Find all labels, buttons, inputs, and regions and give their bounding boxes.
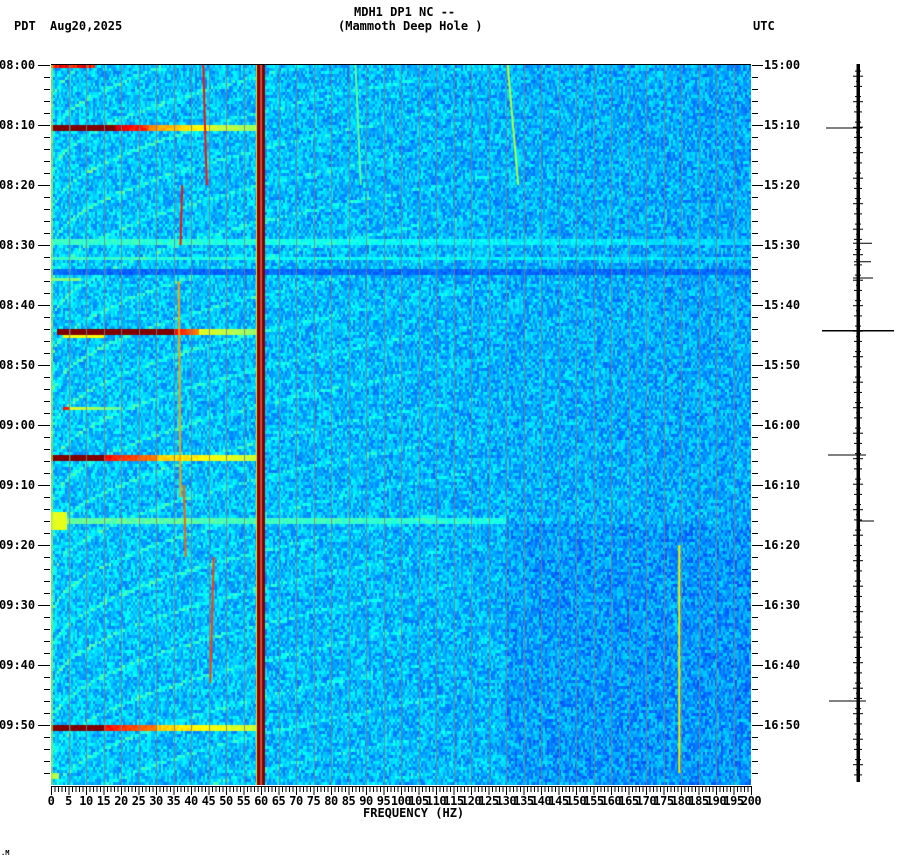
x-tick-label: 175: [653, 794, 674, 808]
right-timezone-label: UTC: [753, 19, 775, 33]
y-tick-right-label: 15:00: [764, 58, 801, 72]
x-tick-label: 70: [289, 794, 303, 808]
y-tick-right-label: 16:10: [764, 478, 801, 492]
y-tick-right-label: 15:40: [764, 298, 801, 312]
x-tick-label: 80: [324, 794, 338, 808]
x-tick-label: 25: [131, 794, 146, 808]
x-tick-label: 40: [184, 794, 198, 808]
station-subtitle: (Mammoth Deep Hole ): [338, 19, 483, 33]
x-tick-label: 45: [201, 794, 216, 808]
x-tick-label: 35: [166, 794, 181, 808]
left-timezone-label: PDT: [14, 19, 36, 33]
y-tick-right-label: 16:50: [764, 718, 801, 732]
x-tick-label: 75: [306, 794, 321, 808]
y-tick-left-label: 09:20: [0, 538, 36, 552]
x-tick-label: 120: [460, 794, 482, 808]
x-tick-label: 185: [688, 794, 709, 808]
y-tick-right-label: 16:40: [764, 658, 801, 672]
x-tick-label: 55: [236, 794, 251, 808]
date-label: Aug20,2025: [50, 19, 123, 33]
y-tick-right-label: 16:20: [764, 538, 801, 552]
x-tick-label: 170: [635, 794, 657, 808]
x-tick-label: 95: [376, 794, 391, 808]
x-tick-label: 60: [254, 794, 268, 808]
x-tick-label: 5: [65, 794, 72, 808]
x-tick-label: 30: [149, 794, 163, 808]
x-tick-label: 65: [271, 794, 286, 808]
x-tick-label: 200: [740, 794, 762, 808]
x-axis-title: FREQUENCY (HZ): [363, 806, 465, 820]
y-tick-left-label: 09:50: [0, 718, 36, 732]
y-tick-left-label: 08:40: [0, 298, 36, 312]
y-tick-right-label: 16:30: [764, 598, 801, 612]
x-tick-label: 130: [495, 794, 517, 808]
y-tick-left-label: 08:00: [0, 58, 36, 72]
x-tick-label: 155: [583, 794, 604, 808]
x-tick-label: 165: [618, 794, 639, 808]
x-tick-label: 180: [670, 794, 692, 808]
y-tick-left-label: 08:30: [0, 238, 36, 252]
y-tick-right-label: 15:20: [764, 178, 801, 192]
y-tick-right-label: 15:30: [764, 238, 801, 252]
x-tick-label: 85: [341, 794, 356, 808]
x-tick-label: 0: [47, 794, 55, 808]
y-tick-right-label: 15:10: [764, 118, 801, 132]
x-tick-label: 110: [425, 794, 447, 808]
x-tick-label: 105: [408, 794, 429, 808]
x-tick-label: 150: [565, 794, 587, 808]
x-tick-label: 190: [705, 794, 727, 808]
x-tick-label: 15: [96, 794, 111, 808]
footer-mark: .M: [1, 849, 10, 857]
x-tick-label: 20: [114, 794, 128, 808]
y-tick-left-label: 08:20: [0, 178, 36, 192]
y-tick-left-label: 09:30: [0, 598, 36, 612]
x-tick-label: 125: [478, 794, 499, 808]
x-tick-label: 195: [723, 794, 744, 808]
x-tick-label: 100: [390, 794, 412, 808]
x-tick-label: 145: [548, 794, 569, 808]
station-title: MDH1 DP1 NC --: [354, 5, 456, 19]
y-tick-left-label: 08:50: [0, 358, 36, 372]
y-tick-right-label: 16:00: [764, 418, 801, 432]
x-tick-label: 160: [600, 794, 622, 808]
y-tick-left-label: 08:10: [0, 118, 36, 132]
x-tick-label: 135: [513, 794, 534, 808]
spectrogram-plot: [51, 65, 751, 785]
x-tick-label: 90: [359, 794, 373, 808]
x-tick-label: 115: [443, 794, 464, 808]
x-tick-label: 10: [79, 794, 93, 808]
y-tick-left-label: 09:10: [0, 478, 36, 492]
x-tick-label: 50: [219, 794, 233, 808]
y-tick-right-label: 15:50: [764, 358, 801, 372]
y-tick-left-label: 09:40: [0, 658, 36, 672]
y-tick-left-label: 09:00: [0, 418, 36, 432]
x-tick-label: 140: [530, 794, 552, 808]
